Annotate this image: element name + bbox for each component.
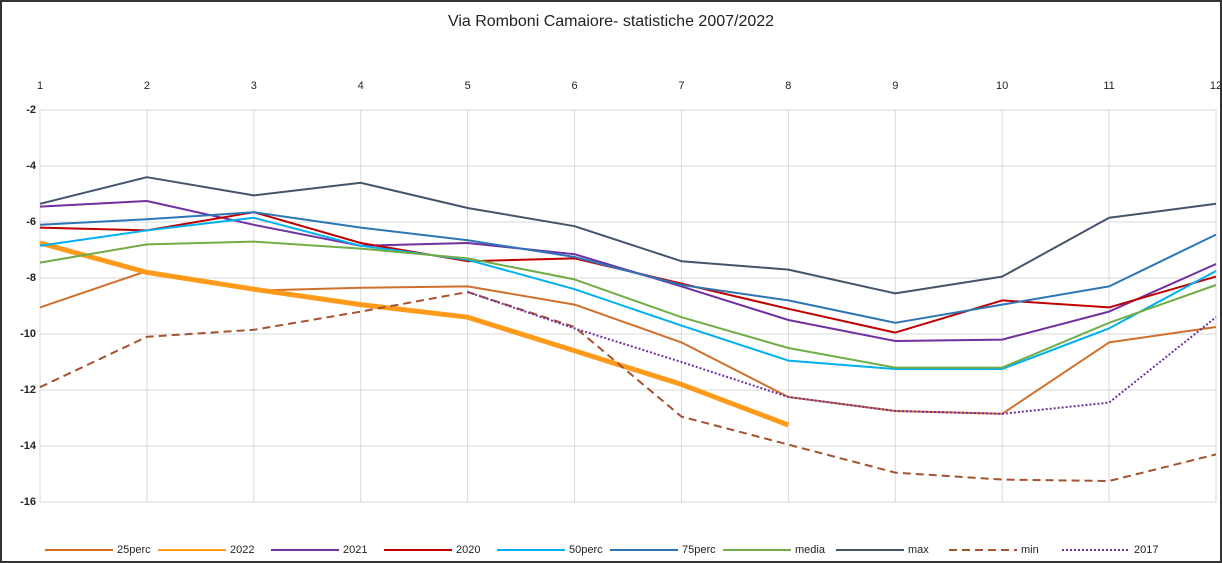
x-tick-label: 5 <box>465 80 471 92</box>
series-line <box>39 240 1217 369</box>
x-tick-label: 3 <box>251 80 257 92</box>
legend-label: 2017 <box>1134 544 1158 556</box>
x-tick-label: 12 <box>1210 80 1222 92</box>
x-tick-label: 4 <box>358 80 364 92</box>
y-tick-label: -12 <box>20 384 36 396</box>
y-tick-label: -2 <box>26 104 36 116</box>
x-tick-label: 8 <box>785 80 791 92</box>
x-tick-label: 9 <box>892 80 898 92</box>
legend-label: 2022 <box>230 544 254 556</box>
legend-label: 75perc <box>682 544 716 556</box>
chart-title: Via Romboni Camaiore- statistiche 2007/2… <box>448 13 774 30</box>
x-tick-label: 2 <box>144 80 150 92</box>
y-tick-label: -10 <box>20 328 36 340</box>
legend-label: 2021 <box>343 544 367 556</box>
series-line <box>39 216 1217 370</box>
series-line <box>39 176 1217 295</box>
series-line <box>467 291 1217 415</box>
legend-label: 25perc <box>117 544 151 556</box>
legend-label: 2020 <box>456 544 480 556</box>
legend-label: max <box>908 544 929 556</box>
series-line <box>39 240 790 428</box>
x-tick-label: 7 <box>678 80 684 92</box>
series-line <box>39 211 1217 324</box>
y-tick-label: -16 <box>20 496 36 508</box>
legend-label: min <box>1021 544 1039 556</box>
x-tick-label: 1 <box>37 80 43 92</box>
x-tick-label: 6 <box>571 80 577 92</box>
series-line <box>39 291 1217 482</box>
legend-label: 50perc <box>569 544 603 556</box>
y-tick-label: -8 <box>26 272 36 284</box>
legend-label: media <box>795 544 826 556</box>
x-tick-label: 11 <box>1103 80 1114 92</box>
x-tick-label: 10 <box>996 80 1008 92</box>
y-tick-label: -6 <box>26 216 36 228</box>
y-tick-label: -4 <box>26 160 37 172</box>
y-tick-label: -14 <box>20 440 37 452</box>
